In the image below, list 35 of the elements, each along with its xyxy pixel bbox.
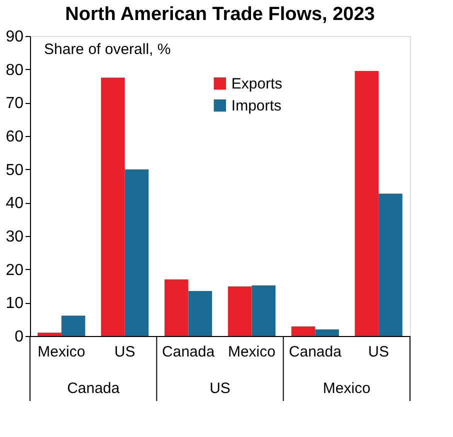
y-tick-label: 60: [6, 128, 24, 146]
text: US: [210, 380, 230, 397]
x-tick-label: Canada: [288, 344, 342, 360]
y-tick-label: 40: [6, 195, 24, 212]
bar: [38, 332, 62, 336]
bar: [101, 78, 125, 336]
bar: [61, 316, 86, 336]
y-tick-label: 20: [6, 262, 24, 279]
y-tick-label: 70: [6, 95, 24, 112]
y-tick-label: 80: [6, 62, 24, 79]
y-tick-label: 30: [6, 228, 24, 246]
bar: [228, 286, 252, 336]
x-tick-label: Mexico: [38, 344, 86, 360]
bar: [378, 194, 402, 336]
legend-label: Imports: [231, 98, 282, 114]
text: Mexico: [322, 380, 370, 397]
y-tick-label: 0: [14, 328, 24, 346]
text: Canada: [67, 380, 120, 397]
legend-label: Exports: [231, 76, 282, 92]
bar: [124, 169, 149, 336]
y-tick-label: 50: [6, 162, 24, 179]
x-tick-label: Canada: [162, 344, 216, 360]
y-tick-label: 10: [6, 295, 24, 312]
bar: [291, 326, 316, 336]
bar: [164, 279, 188, 336]
x-tick-label: Mexico: [228, 344, 276, 360]
x-tick-label: US: [368, 344, 390, 360]
y-axis-title: Share of overall, %: [44, 41, 171, 58]
bar: [252, 285, 276, 336]
bar: [188, 291, 212, 336]
y-tick-label: 90: [6, 28, 24, 46]
bar: [354, 71, 379, 336]
x-tick-label: US: [114, 344, 136, 360]
chart-title: North American Trade Flows, 2023: [65, 4, 375, 25]
bar: [315, 329, 339, 336]
